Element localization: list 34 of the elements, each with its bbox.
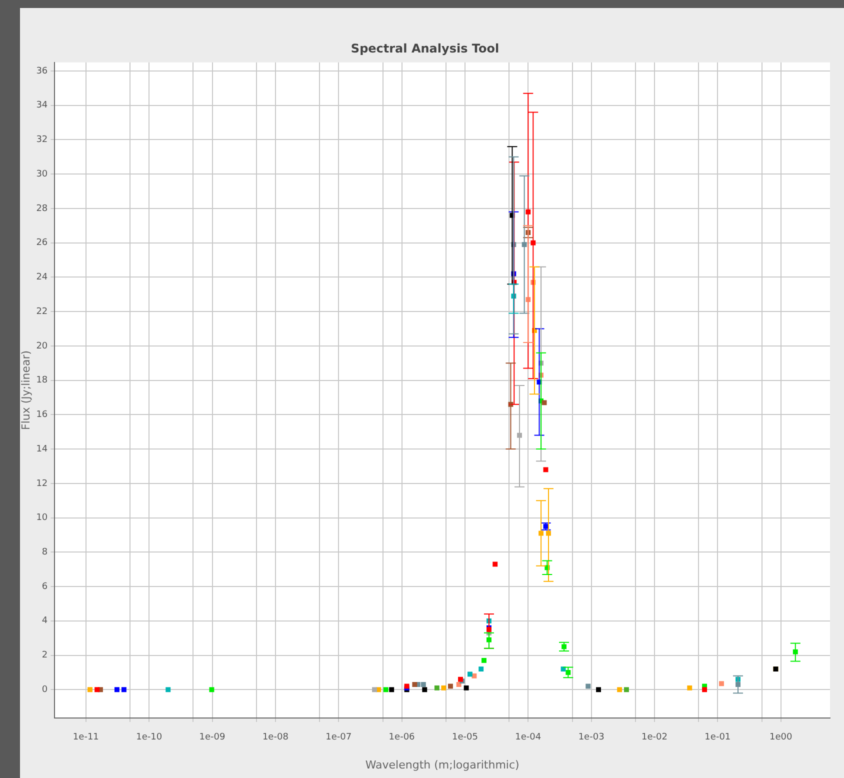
y-tick-label: 28 bbox=[36, 204, 48, 214]
x-tick-label: 1e-04 bbox=[515, 732, 542, 743]
y-axis-title: Flux (Jy;linear) bbox=[19, 350, 32, 430]
y-tick-label: 34 bbox=[36, 100, 48, 111]
x-tick-label: 1e-09 bbox=[199, 732, 226, 743]
y-tick-label: 10 bbox=[36, 513, 48, 524]
x-tick-label: 1e-10 bbox=[136, 732, 162, 743]
x-tick-label: 1e-07 bbox=[326, 732, 352, 743]
y-tick-label: 4 bbox=[42, 616, 48, 626]
y-tick-label: 8 bbox=[42, 548, 48, 558]
y-tick-label: 26 bbox=[36, 238, 48, 248]
y-tick-label: 2 bbox=[42, 650, 48, 661]
y-tick-label: 12 bbox=[36, 478, 48, 489]
x-tick-label: 1e-05 bbox=[452, 732, 478, 743]
y-tick-label: 0 bbox=[42, 684, 48, 695]
x-tick-label: 1e-03 bbox=[578, 732, 604, 743]
y-tick-label: 30 bbox=[36, 169, 48, 180]
y-tick-label: 20 bbox=[36, 341, 48, 352]
chart-title: Spectral Analysis Tool bbox=[350, 41, 500, 56]
x-tick-label: 1e-02 bbox=[642, 732, 668, 743]
y-tick-label: 18 bbox=[36, 376, 48, 386]
y-tick-label: 32 bbox=[36, 135, 48, 146]
y-tick-label: 36 bbox=[36, 66, 48, 76]
y-tick-label: 14 bbox=[36, 444, 48, 454]
y-tick-label: 6 bbox=[42, 582, 48, 592]
x-tick-label: 1e-11 bbox=[72, 732, 99, 743]
y-tick-label: 16 bbox=[36, 410, 48, 420]
x-tick-label: 1e00 bbox=[769, 732, 792, 743]
x-tick-label: 1e-08 bbox=[262, 732, 289, 743]
x-tick-label: 1e-06 bbox=[388, 732, 416, 743]
x-axis-title: Wavelength (m;logarithmic) bbox=[365, 758, 520, 772]
x-tick-label: 1e-01 bbox=[704, 732, 731, 743]
y-tick-label: 24 bbox=[36, 272, 48, 283]
y-tick-label: 22 bbox=[36, 306, 48, 317]
